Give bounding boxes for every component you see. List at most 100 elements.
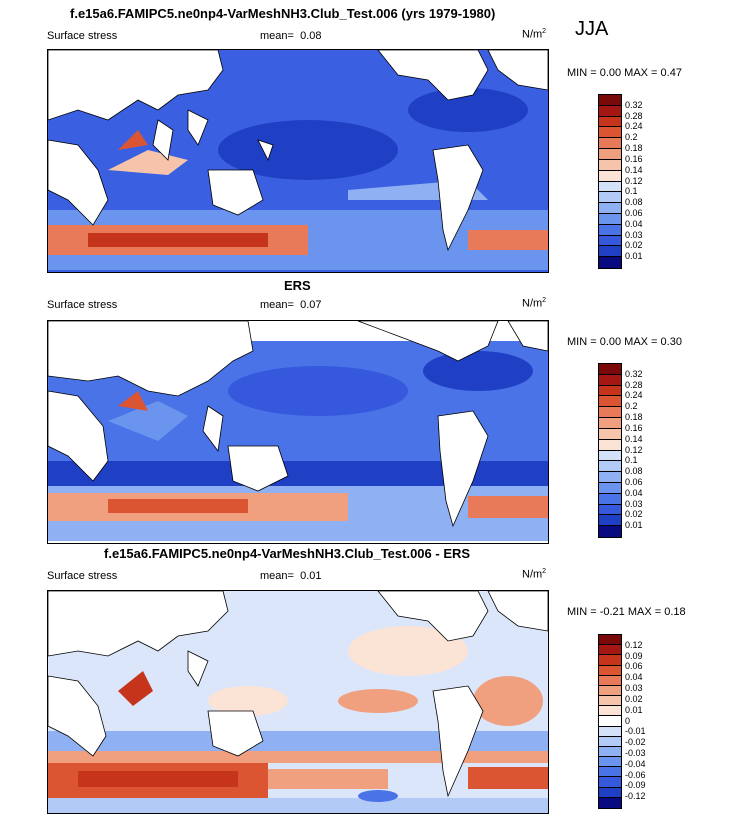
colorbar-tick-label: 0.02: [625, 509, 643, 520]
colorbar-swatch: [599, 767, 621, 778]
colorbar-tick-label: 0.01: [625, 520, 643, 531]
colorbar-swatch: [599, 472, 621, 483]
colorbar-swatch: [599, 504, 621, 516]
colorbar-swatch: [599, 777, 621, 788]
colorbar-swatch: [599, 116, 621, 128]
panel-3-units: N/m2: [522, 568, 547, 581]
colorbar-swatch: [599, 716, 621, 727]
colorbar-swatch: [599, 149, 621, 160]
colorbar-swatch: [599, 364, 621, 375]
colorbar-tick-label: 0.02: [625, 693, 643, 704]
panel-2-map: [47, 320, 549, 544]
colorbar-swatch: [599, 675, 621, 686]
panel-1-mean: mean= 0.08: [260, 30, 322, 42]
colorbar-swatch: [599, 213, 621, 225]
colorbar-swatch: [599, 170, 621, 182]
colorbar-swatch: [599, 105, 621, 117]
panel-1-colorbar: [598, 94, 622, 269]
colorbar-tick-label: 0.01: [625, 251, 643, 262]
colorbar-tick-label: 0.06: [625, 207, 643, 218]
colorbar-swatch: [599, 635, 621, 646]
panel-1-minmax: MIN = 0.00 MAX = 0.47: [567, 67, 682, 79]
colorbar-swatch: [599, 418, 621, 429]
panel-1-units: N/m2: [522, 28, 547, 41]
colorbar-tick-label: 0.2: [625, 401, 638, 412]
colorbar-tick-label: 0.04: [625, 672, 643, 683]
colorbar-swatch: [599, 797, 621, 808]
colorbar-tick-label: 0.28: [625, 379, 643, 390]
colorbar-tick-label: 0.06: [625, 661, 643, 672]
panel-1-map-svg: [48, 50, 548, 272]
colorbar-tick-label: 0.14: [625, 433, 643, 444]
panel-2-title: ERS: [284, 278, 311, 293]
colorbar-swatch: [599, 192, 621, 204]
colorbar-swatch: [599, 482, 621, 494]
colorbar-tick-label: 0.02: [625, 240, 643, 251]
colorbar-swatch: [599, 224, 621, 236]
colorbar-swatch: [599, 95, 621, 106]
panel-2-map-svg: [48, 321, 548, 543]
panel-2-mean: mean= 0.07: [260, 299, 322, 311]
colorbar-swatch: [599, 746, 621, 758]
colorbar-tick-label: -0.02: [625, 737, 646, 748]
colorbar-swatch: [599, 257, 621, 268]
panel-2-units: N/m2: [522, 297, 547, 310]
colorbar-swatch: [599, 526, 621, 537]
panel-2-variable-label: Surface stress: [47, 299, 118, 311]
colorbar-swatch: [599, 665, 621, 676]
colorbar-tick-label: -0.09: [625, 780, 646, 791]
panel-2-colorbar: [598, 363, 622, 538]
colorbar-tick-label: 0.32: [625, 368, 643, 379]
colorbar-tick-label: 0.1: [625, 186, 638, 197]
colorbar-swatch: [599, 374, 621, 386]
season-label: JJA: [575, 18, 609, 40]
panel-3-map: [47, 590, 549, 814]
colorbar-tick-label: 0.16: [625, 422, 643, 433]
colorbar-tick-label: 0.18: [625, 143, 643, 154]
panel-3-mean: mean= 0.01: [260, 570, 322, 582]
colorbar-swatch: [599, 515, 621, 527]
colorbar-tick-label: 0.06: [625, 476, 643, 487]
colorbar-tick-label: -0.01: [625, 726, 646, 737]
panel-3-minmax: MIN = -0.21 MAX = 0.18: [567, 606, 686, 618]
colorbar-tick-label: 0.04: [625, 487, 643, 498]
colorbar-swatch: [599, 450, 621, 462]
colorbar-tick-label: 0.12: [625, 444, 643, 455]
colorbar-tick-label: 0.16: [625, 153, 643, 164]
panel-1-variable-label: Surface stress: [47, 30, 118, 42]
colorbar-tick-label: 0.03: [625, 229, 643, 240]
colorbar-tick-label: 0.08: [625, 466, 643, 477]
colorbar-swatch: [599, 706, 621, 717]
colorbar-tick-label: 0.24: [625, 121, 643, 132]
colorbar-swatch: [599, 235, 621, 247]
colorbar-swatch: [599, 493, 621, 505]
colorbar-tick-label: 0.12: [625, 639, 643, 650]
panel-2-minmax: MIN = 0.00 MAX = 0.30: [567, 336, 682, 348]
colorbar-swatch: [599, 203, 621, 214]
colorbar-swatch: [599, 181, 621, 193]
colorbar-swatch: [599, 685, 621, 697]
colorbar-tick-label: 0.12: [625, 175, 643, 186]
panel-3-variable-label: Surface stress: [47, 570, 118, 582]
colorbar-tick-label: 0.2: [625, 132, 638, 143]
panel-3-title: f.e15a6.FAMIPC5.ne0np4-VarMeshNH3.Club_T…: [104, 546, 471, 561]
colorbar-swatch: [599, 757, 621, 768]
colorbar-tick-label: -0.03: [625, 747, 646, 758]
colorbar-swatch: [599, 138, 621, 150]
panel-1-map: [47, 49, 549, 273]
colorbar-swatch: [599, 461, 621, 473]
colorbar-tick-label: 0.03: [625, 498, 643, 509]
colorbar-tick-label: 0.32: [625, 99, 643, 110]
colorbar-tick-label: 0.08: [625, 197, 643, 208]
colorbar-tick-label: 0.24: [625, 390, 643, 401]
colorbar-tick-label: 0.04: [625, 218, 643, 229]
colorbar-tick-label: 0.1: [625, 455, 638, 466]
panel-3-colorbar: [598, 634, 622, 809]
colorbar-swatch: [599, 396, 621, 408]
colorbar-tick-label: 0: [625, 715, 631, 726]
colorbar-tick-label: -0.12: [625, 791, 646, 802]
colorbar-swatch: [599, 726, 621, 737]
colorbar-swatch: [599, 736, 621, 747]
colorbar-swatch: [599, 127, 621, 139]
colorbar-swatch: [599, 385, 621, 397]
